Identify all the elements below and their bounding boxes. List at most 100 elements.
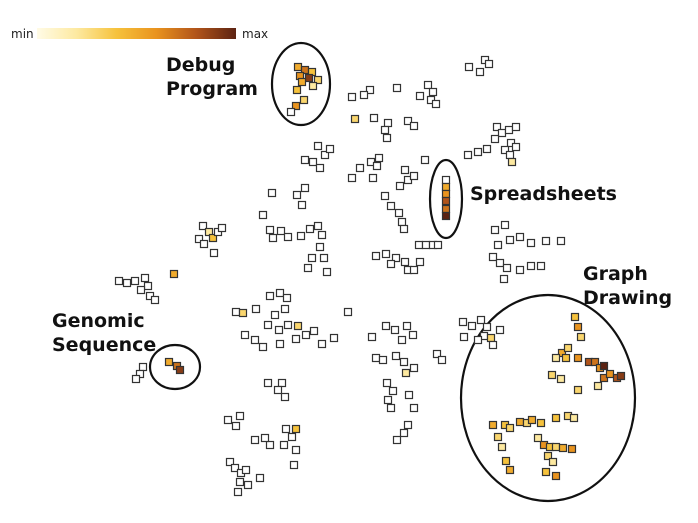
data-point	[488, 340, 498, 350]
data-point	[467, 321, 477, 331]
data-point	[267, 188, 277, 198]
data-point	[420, 155, 430, 165]
data-point	[136, 285, 146, 295]
data-point	[533, 433, 543, 443]
data-point	[263, 320, 273, 330]
data-point	[329, 333, 339, 343]
data-point	[243, 480, 253, 490]
data-point	[415, 257, 425, 267]
data-point	[286, 107, 296, 117]
data-point	[394, 208, 404, 218]
data-point	[383, 395, 393, 405]
data-point	[275, 288, 285, 298]
data-point	[343, 307, 353, 317]
data-point	[501, 456, 511, 466]
data-point	[536, 261, 546, 271]
data-point	[386, 259, 396, 269]
data-point	[441, 189, 451, 199]
data-point	[386, 201, 396, 211]
data-point	[268, 233, 278, 243]
data-point	[217, 223, 227, 233]
data-point	[547, 370, 557, 380]
data-point	[368, 173, 378, 183]
data-point	[482, 322, 492, 332]
graph-drawing-line-2: Drawing	[583, 287, 672, 309]
data-point	[380, 125, 390, 135]
data-point	[296, 231, 306, 241]
data-point	[391, 253, 401, 263]
data-point	[320, 150, 330, 160]
data-point	[492, 122, 502, 132]
data-point	[276, 226, 286, 236]
data-point	[282, 293, 292, 303]
data-point	[371, 251, 381, 261]
data-point	[304, 73, 314, 83]
data-point	[390, 325, 400, 335]
data-point	[536, 418, 546, 428]
data-point	[280, 392, 290, 402]
data-point	[463, 150, 473, 160]
colorbar-legend: min max	[11, 27, 268, 41]
debug-program-outline	[270, 41, 332, 127]
data-point	[392, 83, 402, 93]
data-point	[590, 357, 600, 367]
data-point	[291, 424, 301, 434]
data-point	[497, 128, 507, 138]
data-point	[490, 134, 500, 144]
data-point	[505, 150, 515, 160]
data-point	[138, 362, 148, 372]
data-point	[279, 440, 289, 450]
data-point	[235, 477, 245, 487]
data-point	[490, 225, 500, 235]
data-point	[289, 460, 299, 470]
data-point	[241, 465, 251, 475]
data-point	[303, 263, 313, 273]
data-point	[305, 224, 315, 234]
data-point	[415, 91, 425, 101]
data-point	[275, 339, 285, 349]
data-point	[315, 242, 325, 252]
cluster-labels: Debug Program Spreadsheets Graph Drawing…	[52, 54, 672, 356]
data-point	[505, 423, 515, 433]
data-point	[404, 390, 414, 400]
data-point	[374, 153, 384, 163]
data-point	[441, 204, 451, 214]
data-point	[526, 261, 536, 271]
data-point	[198, 221, 208, 231]
data-point	[250, 435, 260, 445]
data-point	[281, 424, 291, 434]
data-point	[431, 99, 441, 109]
data-point	[369, 113, 379, 123]
data-point	[308, 157, 318, 167]
data-point	[235, 411, 245, 421]
data-point	[495, 325, 505, 335]
data-point	[260, 433, 270, 443]
data-point	[408, 330, 418, 340]
data-point	[292, 190, 302, 200]
data-point	[240, 330, 250, 340]
data-point	[315, 163, 325, 173]
data-point	[169, 269, 179, 279]
data-point	[421, 240, 431, 250]
data-point	[499, 274, 509, 284]
data-point	[505, 465, 515, 475]
data-point	[409, 403, 419, 413]
data-point	[258, 342, 268, 352]
data-point	[372, 161, 382, 171]
data-point	[400, 257, 410, 267]
data-point	[283, 232, 293, 242]
data-point	[495, 258, 505, 268]
data-point	[475, 67, 485, 77]
data-point	[511, 122, 521, 132]
data-point	[484, 59, 494, 69]
data-point	[551, 353, 561, 363]
data-point	[459, 332, 469, 342]
data-point	[265, 440, 275, 450]
data-point	[231, 307, 241, 317]
data-point	[291, 445, 301, 455]
data-point	[367, 332, 377, 342]
data-point	[428, 87, 438, 97]
data-point	[556, 374, 566, 384]
